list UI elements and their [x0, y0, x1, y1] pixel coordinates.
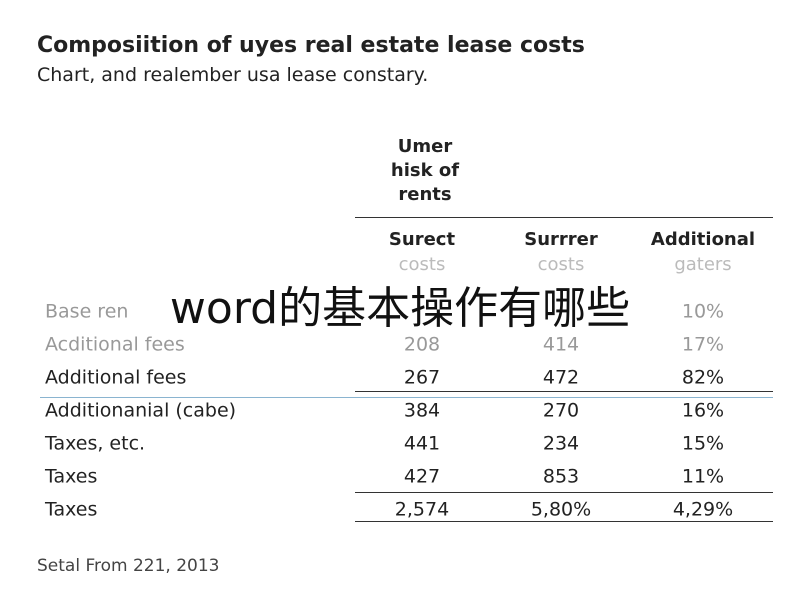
rule — [355, 391, 773, 392]
rule — [355, 217, 773, 218]
column-header: gaters — [674, 254, 732, 275]
cell: 10% — [681, 300, 725, 323]
column-header: Surect — [388, 229, 456, 250]
cell: 208 — [403, 333, 441, 356]
subtitle: Chart, and realember usa lease constary. — [37, 64, 429, 86]
cell: 16% — [681, 399, 725, 422]
rule — [355, 492, 773, 493]
cell: 5,80% — [530, 498, 592, 521]
group-header: rents — [398, 184, 452, 205]
column-header: costs — [398, 254, 446, 275]
cell: 82% — [681, 366, 725, 389]
group-header: Umer — [397, 136, 453, 157]
cell: 441 — [403, 432, 441, 455]
cell: 384 — [403, 399, 441, 422]
cell: 853 — [542, 465, 580, 488]
column-header: costs — [537, 254, 585, 275]
cell: 267 — [403, 366, 441, 389]
row-label: Taxes — [45, 498, 98, 521]
row-label: Taxes, etc. — [45, 432, 146, 455]
column-header: Surrrer — [524, 229, 598, 250]
row-label: Additionanial (cabe) — [45, 399, 237, 422]
cell: 2,574 — [394, 498, 450, 521]
column-header: Additional — [650, 229, 756, 250]
cell: 17% — [681, 333, 725, 356]
cell: 11% — [681, 465, 725, 488]
cell: 270 — [542, 399, 580, 422]
title: Composiition of uyes real estate lease c… — [37, 33, 585, 58]
row-label: Base ren — [45, 300, 129, 323]
cell: 4,29% — [672, 498, 734, 521]
rule — [355, 521, 773, 522]
footer: Setal From 221, 2013 — [37, 556, 220, 576]
cell: 234 — [542, 432, 580, 455]
row-label: Taxes — [45, 465, 98, 488]
row-label: Additional fees — [45, 366, 187, 389]
cell: 472 — [542, 366, 580, 389]
cell: 15% — [681, 432, 725, 455]
row-label: Acditional fees — [45, 333, 185, 356]
overlay-text: word的基本操作有哪些 — [169, 283, 631, 334]
group-header: hisk of — [390, 160, 460, 181]
cell: 414 — [542, 333, 580, 356]
rule — [40, 397, 773, 398]
cell: 427 — [403, 465, 441, 488]
